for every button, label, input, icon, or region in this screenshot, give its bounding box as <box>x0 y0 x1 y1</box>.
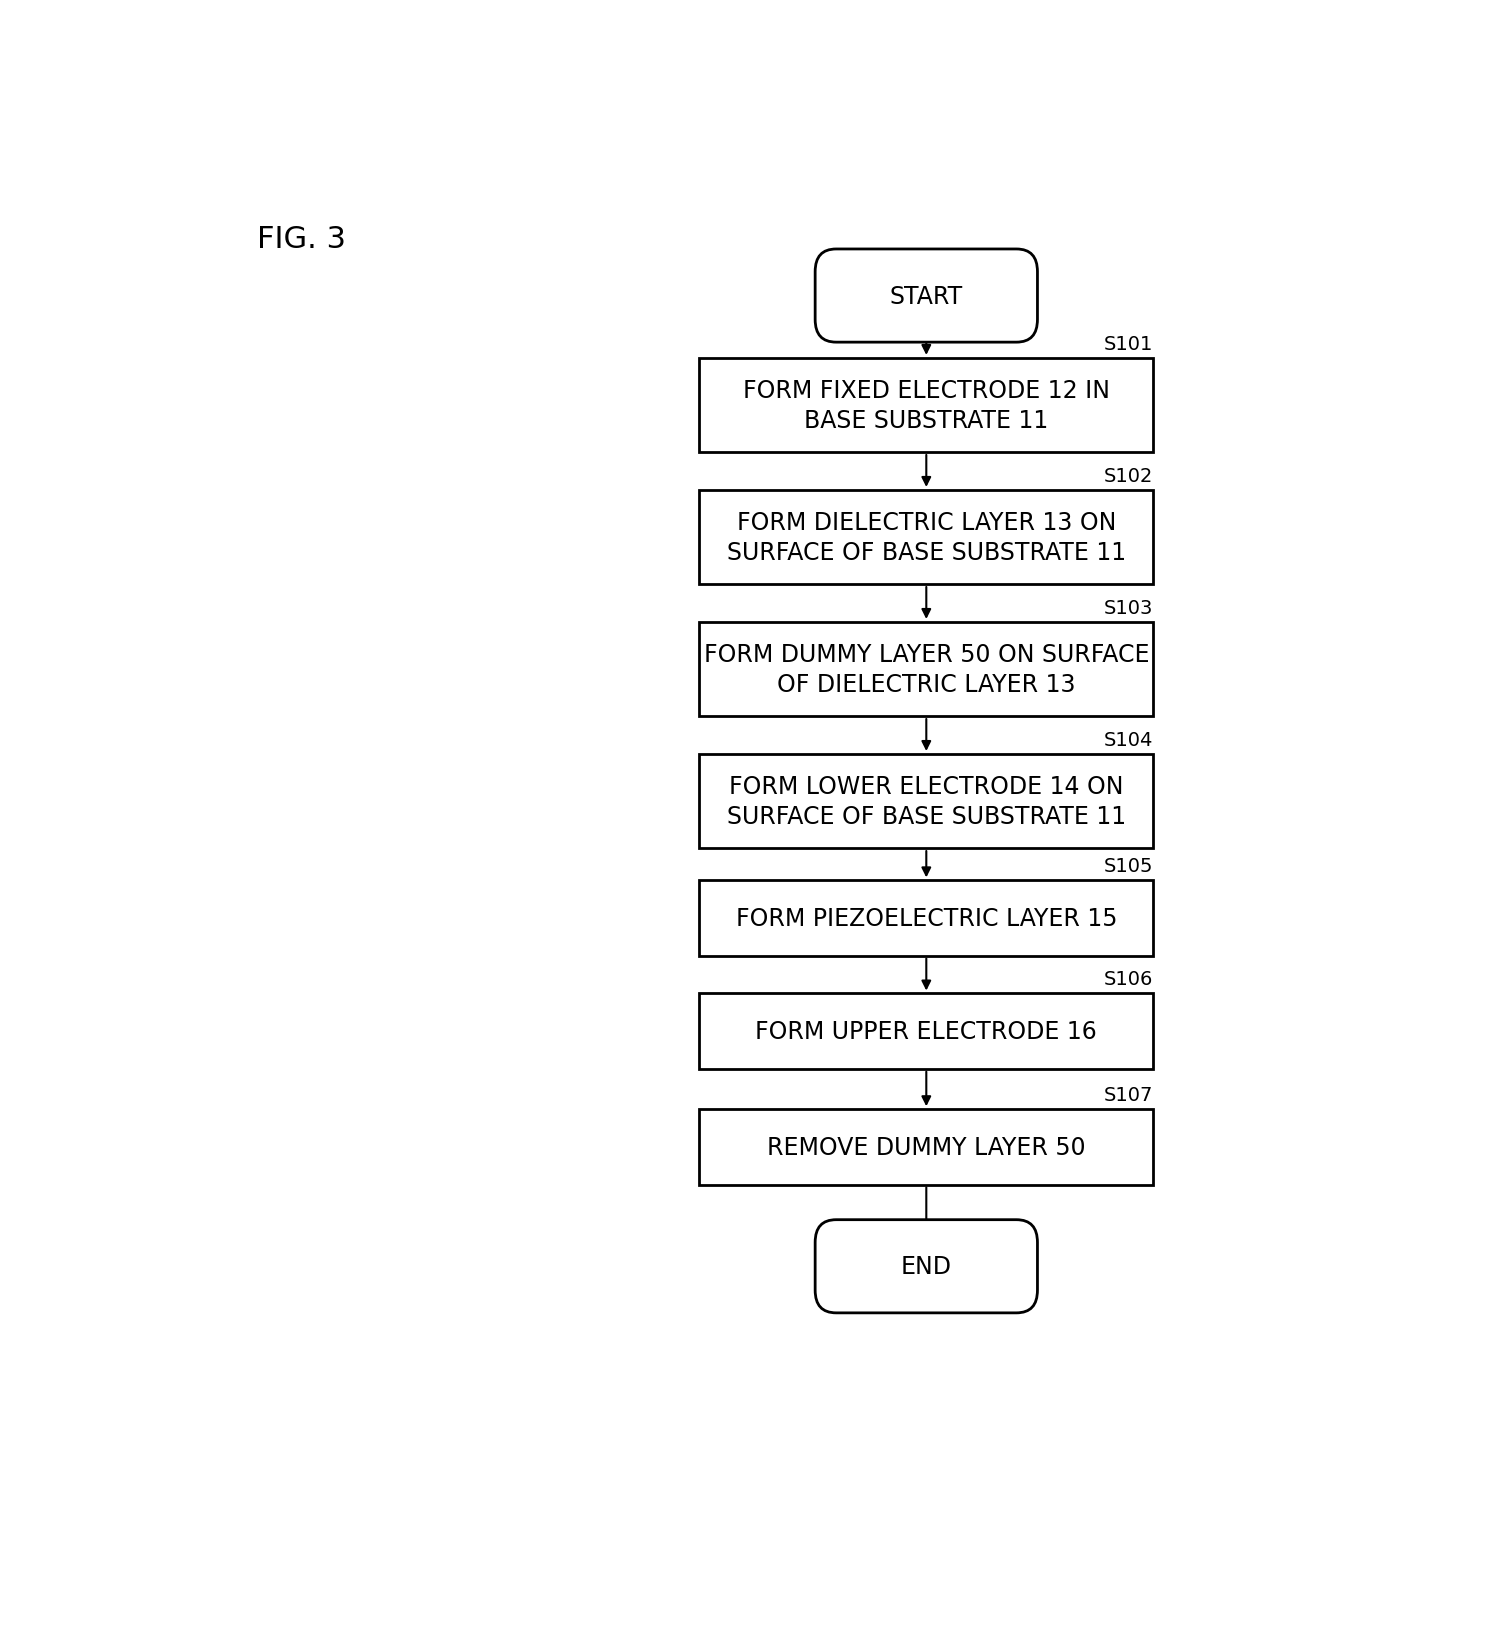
Text: S106: S106 <box>1103 969 1153 989</box>
Text: FORM DUMMY LAYER 50 ON SURFACE
OF DIELECTRIC LAYER 13: FORM DUMMY LAYER 50 ON SURFACE OF DIELEC… <box>704 643 1150 697</box>
Text: S103: S103 <box>1103 599 1153 617</box>
Text: START: START <box>890 284 964 308</box>
FancyBboxPatch shape <box>699 622 1153 716</box>
FancyBboxPatch shape <box>699 754 1153 849</box>
FancyBboxPatch shape <box>699 994 1153 1069</box>
Text: S104: S104 <box>1103 731 1153 749</box>
Text: FORM PIEZOELECTRIC LAYER 15: FORM PIEZOELECTRIC LAYER 15 <box>735 906 1117 930</box>
Text: REMOVE DUMMY LAYER 50: REMOVE DUMMY LAYER 50 <box>767 1136 1085 1159</box>
Text: S105: S105 <box>1103 857 1153 876</box>
Text: FORM DIELECTRIC LAYER 13 ON
SURFACE OF BASE SUBSTRATE 11: FORM DIELECTRIC LAYER 13 ON SURFACE OF B… <box>726 511 1126 565</box>
Text: S101: S101 <box>1103 335 1153 354</box>
Text: END: END <box>901 1255 952 1278</box>
Text: S107: S107 <box>1103 1085 1153 1105</box>
FancyBboxPatch shape <box>699 1110 1153 1185</box>
Text: S102: S102 <box>1103 467 1153 485</box>
FancyBboxPatch shape <box>815 250 1037 343</box>
Text: FORM UPPER ELECTRODE 16: FORM UPPER ELECTRODE 16 <box>755 1020 1097 1043</box>
FancyBboxPatch shape <box>699 881 1153 956</box>
Text: FORM FIXED ELECTRODE 12 IN
BASE SUBSTRATE 11: FORM FIXED ELECTRODE 12 IN BASE SUBSTRAT… <box>743 379 1109 432</box>
Text: FIG. 3: FIG. 3 <box>258 225 347 255</box>
Text: FORM LOWER ELECTRODE 14 ON
SURFACE OF BASE SUBSTRATE 11: FORM LOWER ELECTRODE 14 ON SURFACE OF BA… <box>726 775 1126 829</box>
FancyBboxPatch shape <box>815 1221 1037 1314</box>
FancyBboxPatch shape <box>699 491 1153 584</box>
FancyBboxPatch shape <box>699 359 1153 452</box>
